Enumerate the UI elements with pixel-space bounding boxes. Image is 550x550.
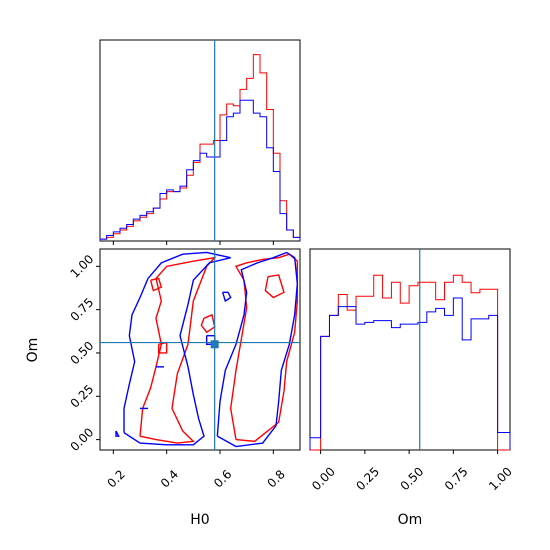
x-axis-label-om: Om <box>398 512 423 528</box>
blue-contour <box>115 430 120 437</box>
joint-x-tick-label: 0.6 <box>211 467 234 490</box>
om-histogram-ticks: 0.00 0.25 0.50 0.75 1.00 <box>309 450 515 493</box>
joint-y-tick-label: 0.25 <box>68 382 97 411</box>
joint-y-tick-label: 0.50 <box>68 339 97 368</box>
x-axis-label-h0: H0 <box>190 512 209 528</box>
om-histogram-x-tick-label: 0.75 <box>442 464 471 493</box>
om-histogram-frame <box>309 248 511 451</box>
om-histogram-x-tick-label: 0.00 <box>309 464 338 493</box>
panel-joint-contour: 0.2 0.4 0.6 0.8 0.00 0.25 0.50 0.75 1.00 <box>68 248 301 491</box>
joint-y-tick-label: 0.00 <box>68 425 97 454</box>
joint-x-tick-label: 0.2 <box>104 467 127 490</box>
om-histogram-x-tick-label: 1.00 <box>486 464 515 493</box>
joint-y-tick-label: 1.00 <box>68 252 97 281</box>
red-contour <box>264 274 285 299</box>
h0-histogram-ticks <box>112 241 274 245</box>
joint-x-tick-label: 0.4 <box>158 467 181 490</box>
om-histogram-series <box>309 274 511 451</box>
joint-x-tick-label: 0.8 <box>264 467 287 490</box>
h0-histogram-frame <box>99 39 301 242</box>
truth-point-marker <box>210 340 219 349</box>
blue-contour <box>123 251 231 446</box>
om-histogram-x-tick-label: 0.25 <box>353 464 382 493</box>
om-histogram-red-series <box>310 274 510 451</box>
joint-contours <box>115 251 299 448</box>
h0-histogram-blue-series <box>99 99 301 241</box>
joint-frame <box>99 248 301 451</box>
blue-contour <box>222 291 232 303</box>
joint-y-ticks: 0.00 0.25 0.50 0.75 1.00 <box>68 252 100 454</box>
blue-contour <box>216 251 299 448</box>
joint-x-ticks: 0.2 0.4 0.6 0.8 <box>104 450 288 491</box>
om-histogram-x-tick-label: 0.50 <box>398 464 427 493</box>
panel-h0-histogram <box>99 39 301 245</box>
red-contour <box>149 277 163 292</box>
y-axis-label-om: Om <box>25 338 41 363</box>
red-contour <box>200 313 216 334</box>
joint-y-tick-label: 0.75 <box>68 295 97 324</box>
red-contour <box>229 253 299 443</box>
om-histogram-blue-series <box>309 297 511 450</box>
red-contour <box>139 256 217 444</box>
h0-histogram-series <box>99 54 301 241</box>
panel-om-histogram: 0.00 0.25 0.50 0.75 1.00 <box>309 248 515 493</box>
